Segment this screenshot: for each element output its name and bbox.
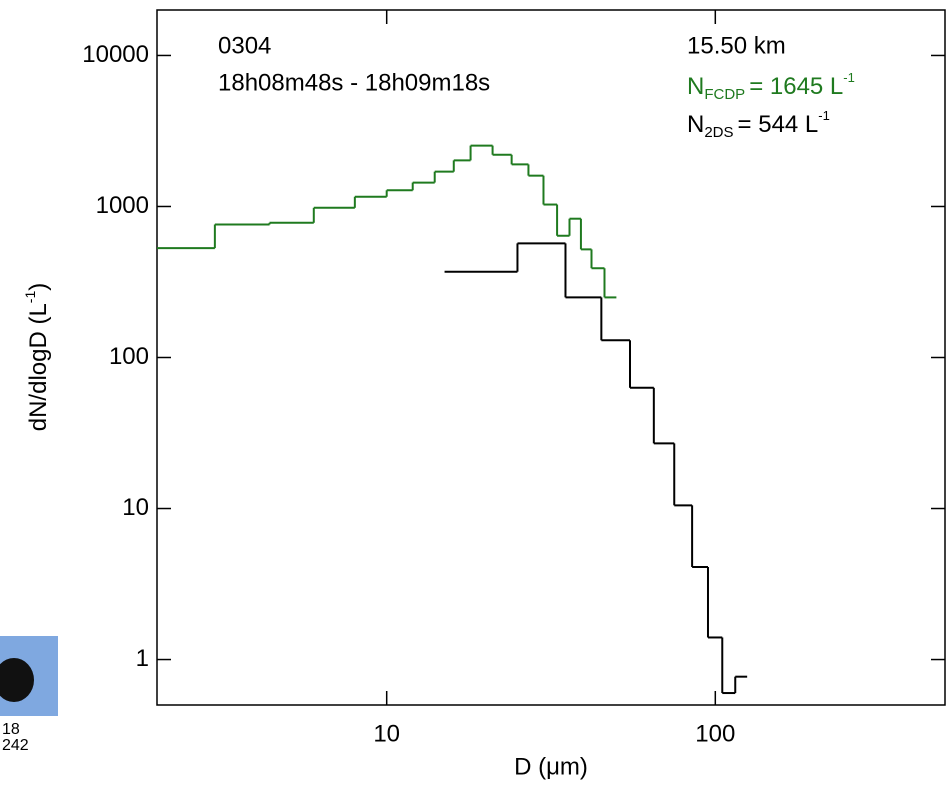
inset-particle (0, 658, 34, 702)
annotation: 0304 (218, 32, 271, 59)
annotation-text: = 1645 L (749, 73, 843, 100)
y-tick-label: 1 (136, 645, 149, 672)
annotation: NFCDP = 1645 L-1 (687, 70, 855, 103)
y-tick-label: 10 (122, 494, 149, 521)
y-axis-label: dN/dlogD (L-1) (22, 283, 53, 432)
y-axis-label-text: dN/dlogD (L (25, 303, 52, 431)
y-tick-label: 10000 (82, 41, 149, 68)
inset-text: 242 (2, 737, 29, 754)
annotation: N2DS = 544 L-1 (687, 108, 830, 141)
y-axis-label-end: ) (25, 283, 52, 291)
annotation-name: N (687, 73, 704, 100)
annotation-sub: 2DS (704, 124, 733, 141)
annotation-name: N (687, 111, 704, 138)
annotation-sup: -1 (818, 108, 830, 123)
x-tick-label: 10 (373, 720, 400, 747)
annotation-sub: FCDP (704, 86, 745, 103)
y-axis-label-sup: -1 (22, 291, 38, 304)
inset-text: 18 (2, 721, 20, 738)
y-tick-label: 100 (109, 343, 149, 370)
inset-image: 18 242 (0, 636, 58, 754)
annotation: 15.50 km (687, 32, 786, 59)
x-tick-label: 100 (695, 720, 735, 747)
y-tick-label: 1000 (96, 192, 149, 219)
annotation: 18h08m48s - 18h09m18s (218, 69, 490, 96)
annotation-sup: -1 (843, 70, 855, 85)
x-axis-label: D (μm) (514, 753, 588, 780)
annotation-text: = 544 L (738, 111, 819, 138)
